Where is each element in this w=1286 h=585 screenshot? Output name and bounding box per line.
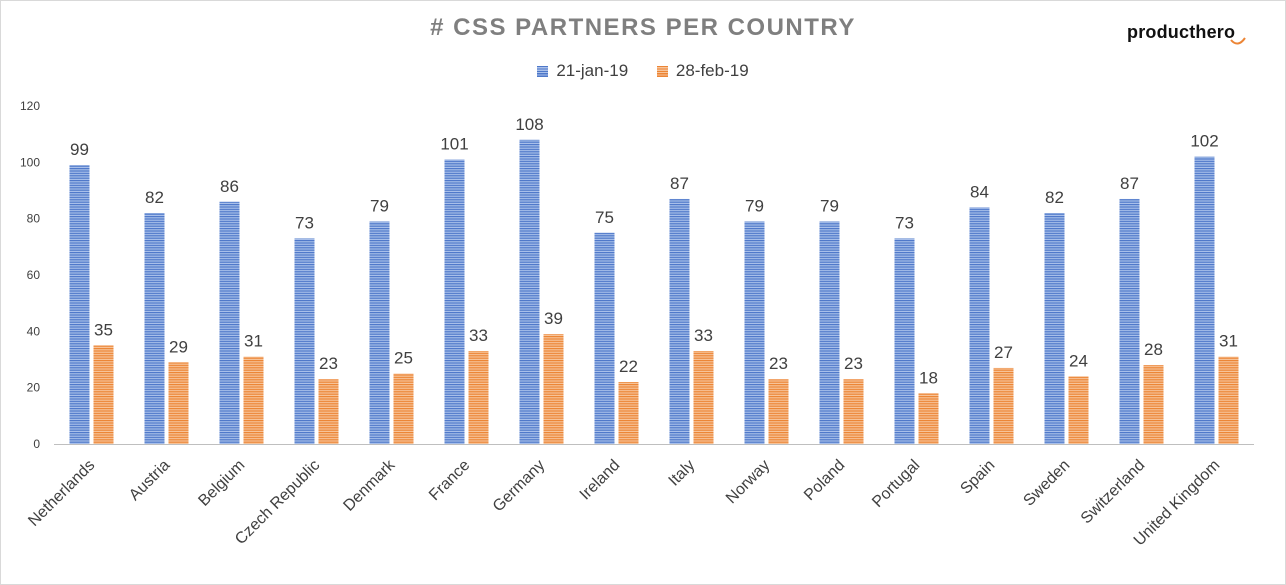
y-tick-label: 80 [27, 212, 41, 226]
bar-series-2 [393, 373, 414, 444]
bar-series-2 [993, 367, 1014, 444]
bar-series-2 [468, 351, 489, 444]
legend-item-series-2: 28-feb-19 [656, 61, 749, 81]
bar-series-1 [819, 221, 840, 444]
legend-label-series-1: 21-jan-19 [556, 61, 629, 80]
data-label-series-2: 23 [769, 354, 788, 373]
data-label-series-1: 82 [145, 188, 164, 207]
data-label-series-2: 31 [1219, 332, 1238, 351]
data-label-series-1: 75 [595, 208, 614, 227]
bar-series-1 [294, 238, 315, 444]
bar-series-1 [1119, 198, 1140, 444]
legend-swatch-series-2 [656, 65, 668, 77]
bar-series-2 [318, 379, 339, 444]
bar-series-2 [1068, 376, 1089, 444]
legend-swatch-series-1 [537, 65, 549, 77]
bar-series-1 [744, 221, 765, 444]
bar-series-2 [843, 379, 864, 444]
data-label-series-2: 24 [1069, 351, 1088, 370]
data-label-series-2: 31 [244, 332, 263, 351]
data-label-series-1: 73 [895, 213, 914, 232]
bar-series-1 [444, 159, 465, 444]
bar-series-2 [543, 334, 564, 444]
data-label-series-1: 108 [515, 115, 543, 134]
data-label-series-1: 79 [745, 196, 764, 215]
y-tick-label: 100 [20, 155, 40, 169]
bar-series-1 [144, 213, 165, 444]
data-label-series-2: 35 [94, 320, 113, 339]
data-label-series-2: 18 [919, 368, 938, 387]
data-label-series-2: 23 [844, 354, 863, 373]
data-label-series-1: 86 [220, 177, 239, 196]
data-label-series-1: 99 [70, 140, 89, 159]
bar-series-1 [369, 221, 390, 444]
x-tick-label: Spain [957, 457, 998, 498]
x-tick-label: Ireland [577, 457, 624, 504]
brand-logo-text: producthero [1127, 22, 1236, 42]
legend-item-series-1: 21-jan-19 [537, 61, 628, 81]
x-tick-label: Belgium [195, 457, 248, 510]
bar-series-1 [519, 139, 540, 445]
y-tick-label: 40 [27, 324, 41, 338]
x-tick-label: Portugal [869, 457, 923, 511]
x-tick-label: France [426, 457, 473, 504]
bar-series-1 [219, 201, 240, 444]
bar-series-1 [969, 207, 990, 444]
chart-legend: 21-jan-19 28-feb-19 [0, 61, 1286, 82]
brand-swoosh-icon [1230, 37, 1246, 45]
y-tick-label: 120 [20, 99, 40, 113]
data-label-series-1: 82 [1045, 188, 1064, 207]
data-label-series-1: 79 [820, 196, 839, 215]
bar-series-1 [894, 238, 915, 444]
bar-series-2 [1218, 356, 1239, 444]
x-tick-label: Norway [723, 457, 773, 507]
bar-series-1 [1044, 213, 1065, 444]
bar-series-1 [69, 165, 90, 444]
data-label-series-2: 25 [394, 349, 413, 368]
chart-title: # CSS PARTNERS PER COUNTRY [430, 14, 856, 41]
x-tick-label: Austria [126, 457, 173, 504]
bar-series-2 [918, 393, 939, 444]
bar-series-2 [693, 351, 714, 444]
legend-label-series-2: 28-feb-19 [675, 61, 749, 80]
bar-series-2 [243, 356, 264, 444]
data-label-series-2: 39 [544, 309, 563, 328]
data-label-series-2: 28 [1144, 340, 1163, 359]
data-label-series-1: 84 [970, 182, 989, 201]
data-label-series-1: 87 [1120, 174, 1139, 193]
data-label-series-2: 23 [319, 354, 338, 373]
data-label-series-1: 87 [670, 174, 689, 193]
bar-series-2 [618, 382, 639, 444]
x-tick-label: Italy [666, 457, 699, 490]
data-label-series-2: 22 [619, 357, 638, 376]
bar-series-2 [93, 345, 114, 444]
bar-series-1 [1194, 156, 1215, 444]
data-label-series-1: 102 [1190, 132, 1218, 151]
data-label-series-2: 29 [169, 337, 188, 356]
bar-series-2 [1143, 365, 1164, 444]
y-tick-label: 0 [33, 437, 40, 451]
data-label-series-2: 33 [694, 326, 713, 345]
x-tick-label: Denmark [340, 456, 399, 515]
data-label-series-1: 73 [295, 213, 314, 232]
x-tick-label: Switzerland [1078, 457, 1149, 528]
data-label-series-2: 33 [469, 326, 488, 345]
brand-logo: producthero [1127, 22, 1252, 48]
bar-series-1 [594, 232, 615, 444]
x-tick-label: Germany [490, 457, 549, 516]
y-tick-label: 20 [27, 381, 41, 395]
data-label-series-1: 79 [370, 196, 389, 215]
bar-series-2 [168, 362, 189, 444]
data-label-series-1: 101 [440, 135, 468, 154]
bar-series-2 [768, 379, 789, 444]
x-tick-label: Netherlands [25, 457, 98, 530]
y-tick-label: 60 [27, 268, 41, 282]
data-label-series-2: 27 [994, 343, 1013, 362]
x-tick-label: Poland [801, 457, 848, 504]
x-tick-label: Sweden [1020, 457, 1073, 510]
bar-series-1 [669, 198, 690, 444]
